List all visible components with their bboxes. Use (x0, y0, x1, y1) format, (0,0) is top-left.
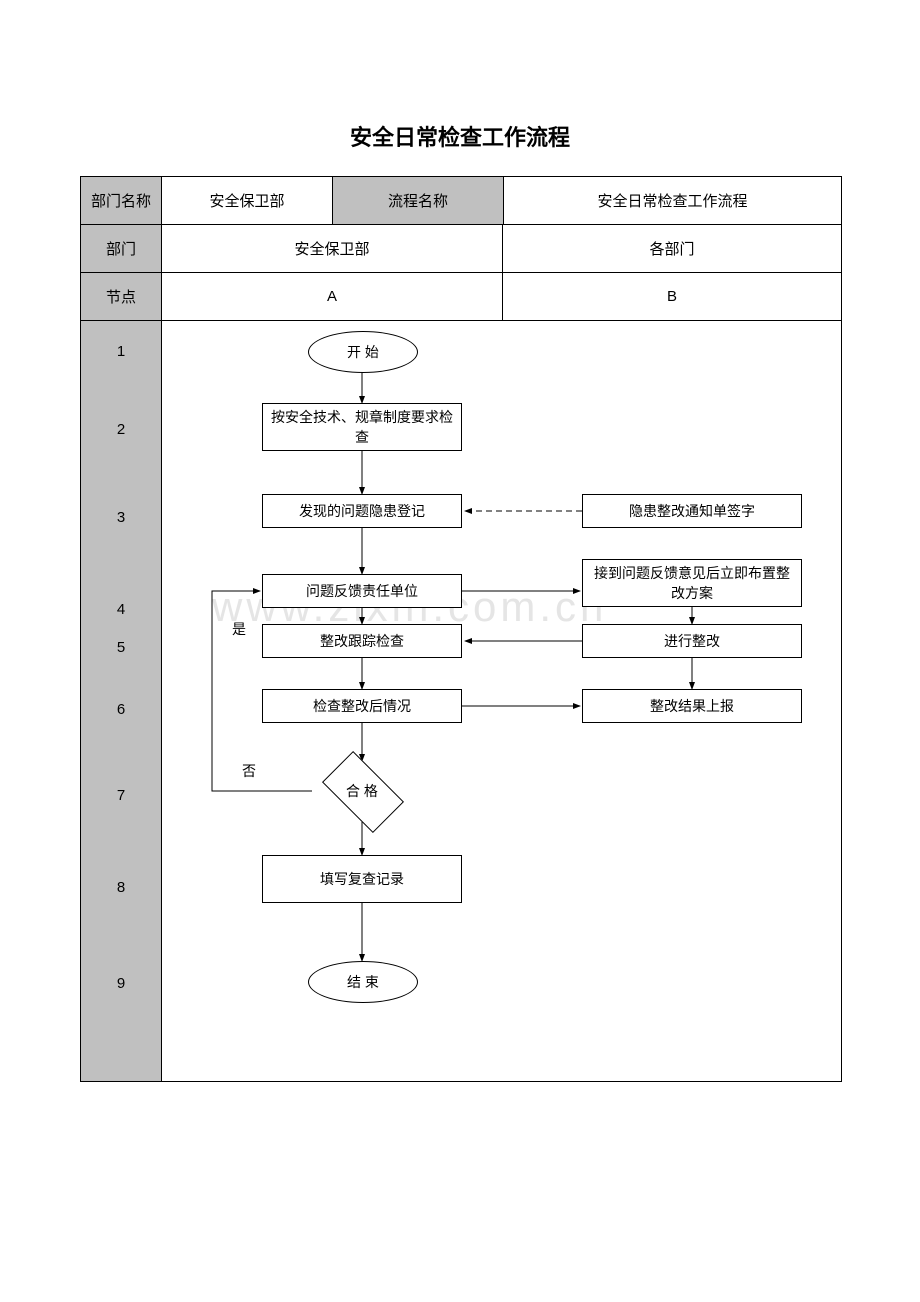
header-row-1: 部门名称 安全保卫部 流程名称 安全日常检查工作流程 (81, 177, 841, 225)
flow-value: 安全日常检查工作流程 (504, 177, 841, 225)
flowchart-table: 部门名称 安全保卫部 流程名称 安全日常检查工作流程 部门 安全保卫部 各部门 … (80, 176, 842, 1082)
process-report: 整改结果上报 (582, 689, 802, 723)
sub1-col-b: 各部门 (503, 225, 841, 273)
flowchart-canvas: www.zixin.com.cn (162, 321, 841, 1081)
row-num: 9 (81, 975, 161, 992)
process-register: 发现的问题隐患登记 (262, 494, 462, 528)
decision-label: 合 格 (312, 761, 412, 821)
row-number-column: 1 2 3 4 5 6 7 8 9 (81, 321, 162, 1081)
edge-yes-label: 是 (232, 619, 246, 639)
body-row: 1 2 3 4 5 6 7 8 9 www.zixin.com.cn (81, 321, 841, 1081)
sub1-col-a: 安全保卫部 (162, 225, 503, 273)
row-num: 2 (81, 421, 161, 438)
sub1-label: 部门 (81, 225, 162, 273)
row-num: 3 (81, 509, 161, 526)
sub2-col-a: A (162, 273, 503, 321)
sub-row-dept: 部门 安全保卫部 各部门 (81, 225, 841, 273)
dept-label: 部门名称 (81, 177, 162, 225)
sub2-label: 节点 (81, 273, 162, 321)
process-followup: 整改跟踪检查 (262, 624, 462, 658)
dept-value: 安全保卫部 (162, 177, 333, 225)
process-feedback: 问题反馈责任单位 (262, 574, 462, 608)
decision-qualified: 合 格 (312, 761, 412, 821)
flow-label: 流程名称 (333, 177, 504, 225)
process-inspect: 检查整改后情况 (262, 689, 462, 723)
row-num: 5 (81, 639, 161, 656)
page: 安全日常检查工作流程 部门名称 安全保卫部 流程名称 安全日常检查工作流程 部门… (0, 0, 920, 1302)
process-record: 填写复查记录 (262, 855, 462, 903)
row-num: 8 (81, 879, 161, 896)
process-check: 按安全技术、规章制度要求检查 (262, 403, 462, 451)
process-rectify: 进行整改 (582, 624, 802, 658)
row-num: 4 (81, 601, 161, 618)
page-title: 安全日常检查工作流程 (0, 120, 920, 152)
start-terminator: 开 始 (308, 331, 418, 373)
process-sign: 隐患整改通知单签字 (582, 494, 802, 528)
process-plan: 接到问题反馈意见后立即布置整改方案 (582, 559, 802, 607)
end-terminator: 结 束 (308, 961, 418, 1003)
sub-row-node: 节点 A B (81, 273, 841, 321)
sub2-col-b: B (503, 273, 841, 321)
edge-no-label: 否 (242, 761, 256, 781)
row-num: 7 (81, 787, 161, 804)
row-num: 6 (81, 701, 161, 718)
row-num: 1 (81, 343, 161, 360)
